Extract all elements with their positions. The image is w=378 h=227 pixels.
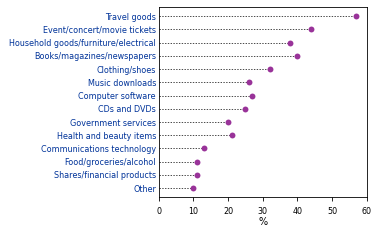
- Point: [194, 173, 200, 177]
- Point: [308, 27, 314, 31]
- Point: [194, 160, 200, 163]
- Point: [225, 120, 231, 124]
- Point: [266, 67, 273, 71]
- Point: [201, 147, 207, 150]
- Point: [246, 80, 252, 84]
- X-axis label: %: %: [258, 217, 267, 227]
- Point: [353, 14, 359, 18]
- Point: [294, 54, 301, 58]
- Point: [191, 186, 197, 190]
- Point: [228, 133, 234, 137]
- Point: [242, 107, 248, 111]
- Point: [249, 94, 255, 97]
- Point: [287, 41, 293, 44]
